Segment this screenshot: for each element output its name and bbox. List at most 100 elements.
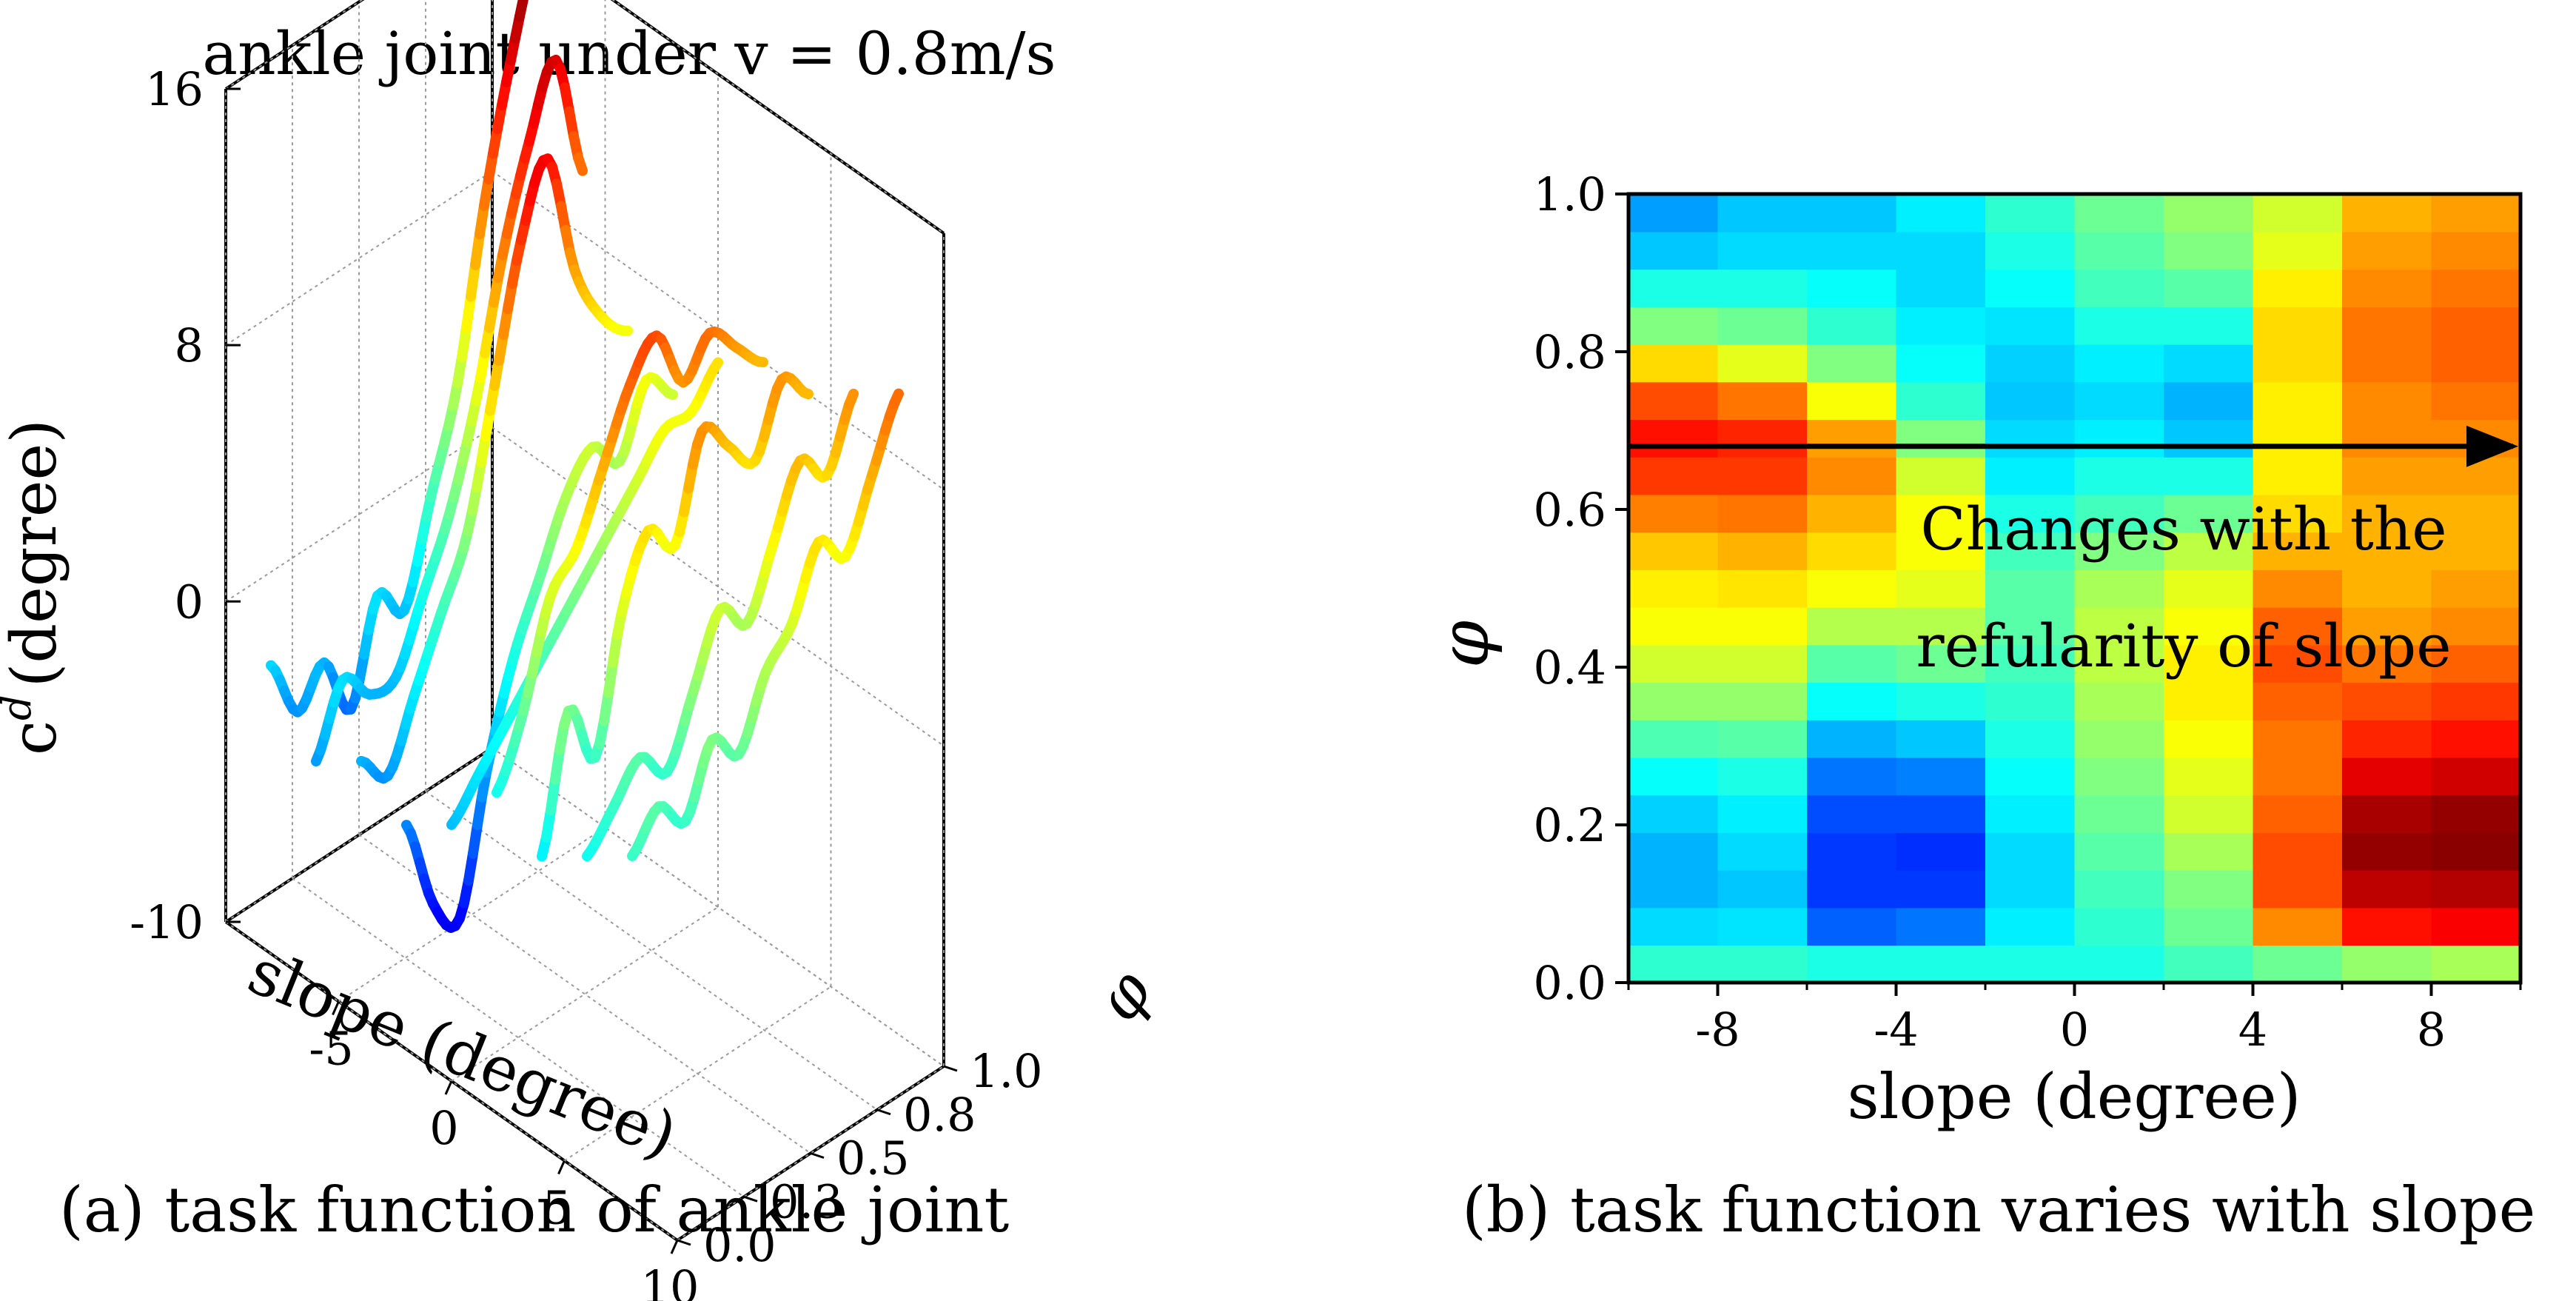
heatmap-cell — [2431, 532, 2521, 570]
heatmap-cell — [1985, 795, 2076, 833]
heatmap-cell — [1985, 194, 2076, 233]
axis-edge — [224, 0, 365, 90]
x-tick-mark — [444, 1080, 453, 1095]
heatmap-cell — [2164, 457, 2254, 495]
heatmap-cell — [1629, 194, 1719, 233]
heatmap-cell — [1629, 532, 1719, 570]
heatmap-cell — [2074, 869, 2164, 909]
heatmap-cell — [1896, 682, 1986, 720]
heatmap-cell — [2074, 569, 2164, 608]
heatmap-cell — [1807, 231, 1897, 270]
series-segment — [799, 387, 814, 400]
y-tick-label: 0.0 — [703, 1218, 777, 1272]
heatmap-cell — [2253, 720, 2343, 758]
heatmap-cell — [1896, 194, 1986, 233]
heatmap-cell — [1896, 869, 1986, 909]
heatmap-cell — [1717, 720, 1808, 758]
heatmap-cell — [2074, 682, 2164, 720]
heatmap-cell — [1717, 194, 1808, 233]
heatmap-cell — [1717, 419, 1808, 458]
heatmap-cell — [1985, 532, 2076, 570]
heatmap-cell — [2074, 907, 2164, 946]
heatmap-cell — [2342, 606, 2432, 646]
heatmap-cell — [2074, 945, 2164, 983]
y-tick-label: 0.5 — [836, 1131, 910, 1185]
annotation-line-1: Changes with the — [1920, 495, 2446, 563]
z-axis-label-sup: d — [0, 695, 40, 720]
heatmap-cell — [2253, 307, 2343, 345]
heatmap-cell — [2342, 644, 2432, 683]
heatmap-cell — [2431, 682, 2521, 720]
z-tick-label: 16 — [145, 62, 204, 116]
heatmap-cell — [2431, 419, 2521, 458]
heatmap-cell — [1985, 344, 2076, 383]
series-line — [627, 388, 904, 862]
heatmap-cell — [1629, 606, 1719, 646]
heatmap-cell — [2253, 494, 2343, 533]
heatmap-cell — [1985, 269, 2076, 307]
heatmap-cell — [2074, 532, 2164, 570]
heatmap-cell — [1717, 381, 1808, 421]
3d-series-lines — [266, 0, 904, 933]
heatmap-cell — [2253, 269, 2343, 307]
heatmap-cell — [1896, 606, 1986, 646]
heatmap-cell — [1717, 832, 1808, 871]
heatmap-cell — [2342, 869, 2432, 909]
heatmap-cell — [2074, 307, 2164, 345]
heatmap-cell — [2164, 419, 2254, 458]
heatmap-cell — [1717, 757, 1808, 796]
heatmap-cell — [2431, 644, 2521, 683]
heatmap-y-tick-label: 0.8 — [1533, 325, 1606, 379]
heatmap-cell — [2074, 644, 2164, 683]
heatmap-cell — [1807, 344, 1897, 383]
series-line — [266, 0, 529, 718]
series-segment — [573, 152, 588, 176]
heatmap-cell — [2431, 457, 2521, 495]
heatmap-y-tick-label: 1.0 — [1533, 167, 1606, 221]
caption-a: (a) task function of ankle joint — [59, 1174, 1010, 1246]
panel-b-heatmap-chart: 0.0 0.2 0.4 0.6 0.8 1.0 -8 -4 0 4 8 Changes with … — [1425, 167, 2523, 1133]
series-segment — [708, 357, 723, 375]
y-tick-labels: 0.00.30.50.81.0 — [677, 1044, 1043, 1272]
y-tick-mark — [876, 1108, 891, 1116]
heatmap-cell — [2074, 494, 2164, 533]
heatmap-cell — [1807, 307, 1897, 345]
heatmap-x-tick-label: 0 — [2060, 1003, 2089, 1057]
heatmap-cell — [1896, 644, 1986, 683]
heatmap-cell — [1807, 832, 1897, 871]
heatmap-cell — [1985, 757, 2076, 796]
heatmap-cell — [1807, 457, 1897, 495]
heatmap-cell — [2164, 606, 2254, 646]
heatmap-cell — [1985, 494, 2076, 533]
x-tick-label: 0 — [429, 1101, 458, 1155]
heatmap-cell — [1985, 307, 2076, 345]
heatmap-y-tick-label: 0.6 — [1533, 483, 1606, 537]
heatmap-cell — [2164, 344, 2254, 383]
heatmap-cell — [1896, 269, 1986, 307]
heatmap-cell — [1629, 795, 1719, 833]
heatmap-cell — [1896, 720, 1986, 758]
heatmap-cell — [1896, 307, 1986, 345]
heatmap-cell — [1807, 532, 1897, 570]
heatmap-cell — [1896, 231, 1986, 270]
heatmap-cell — [2431, 194, 2521, 233]
heatmap-cell — [1717, 682, 1808, 720]
heatmap-cell — [2074, 757, 2164, 796]
heatmap-y-tick-label: 0.4 — [1533, 641, 1606, 695]
heatmap-y-axis-label: φ — [1425, 620, 1504, 668]
heatmap-cell — [1807, 381, 1897, 421]
heatmap-cell — [1896, 945, 1986, 983]
heatmap-cell — [1896, 344, 1986, 383]
panel-a-3d-chart: ankle joint under v = 0.8m/s 16 8 0 -10 -5 0… — [0, 0, 1166, 1301]
heatmap-cell — [2164, 945, 2254, 983]
heatmap-cell — [2342, 457, 2432, 495]
heatmap-x-axis-label: slope (degree) — [1847, 1060, 2301, 1133]
heatmap-cell — [2431, 231, 2521, 270]
heatmap-y-ticks: 0.0 0.2 0.4 0.6 0.8 1.0 — [1533, 167, 1629, 1010]
z-tick-labels: 16 8 0 -10 — [130, 62, 241, 949]
heatmap-cell — [2431, 307, 2521, 345]
heatmap-cell — [2074, 381, 2164, 421]
y-tick-label: 0.8 — [903, 1088, 976, 1142]
heatmap-cell — [2342, 569, 2432, 608]
